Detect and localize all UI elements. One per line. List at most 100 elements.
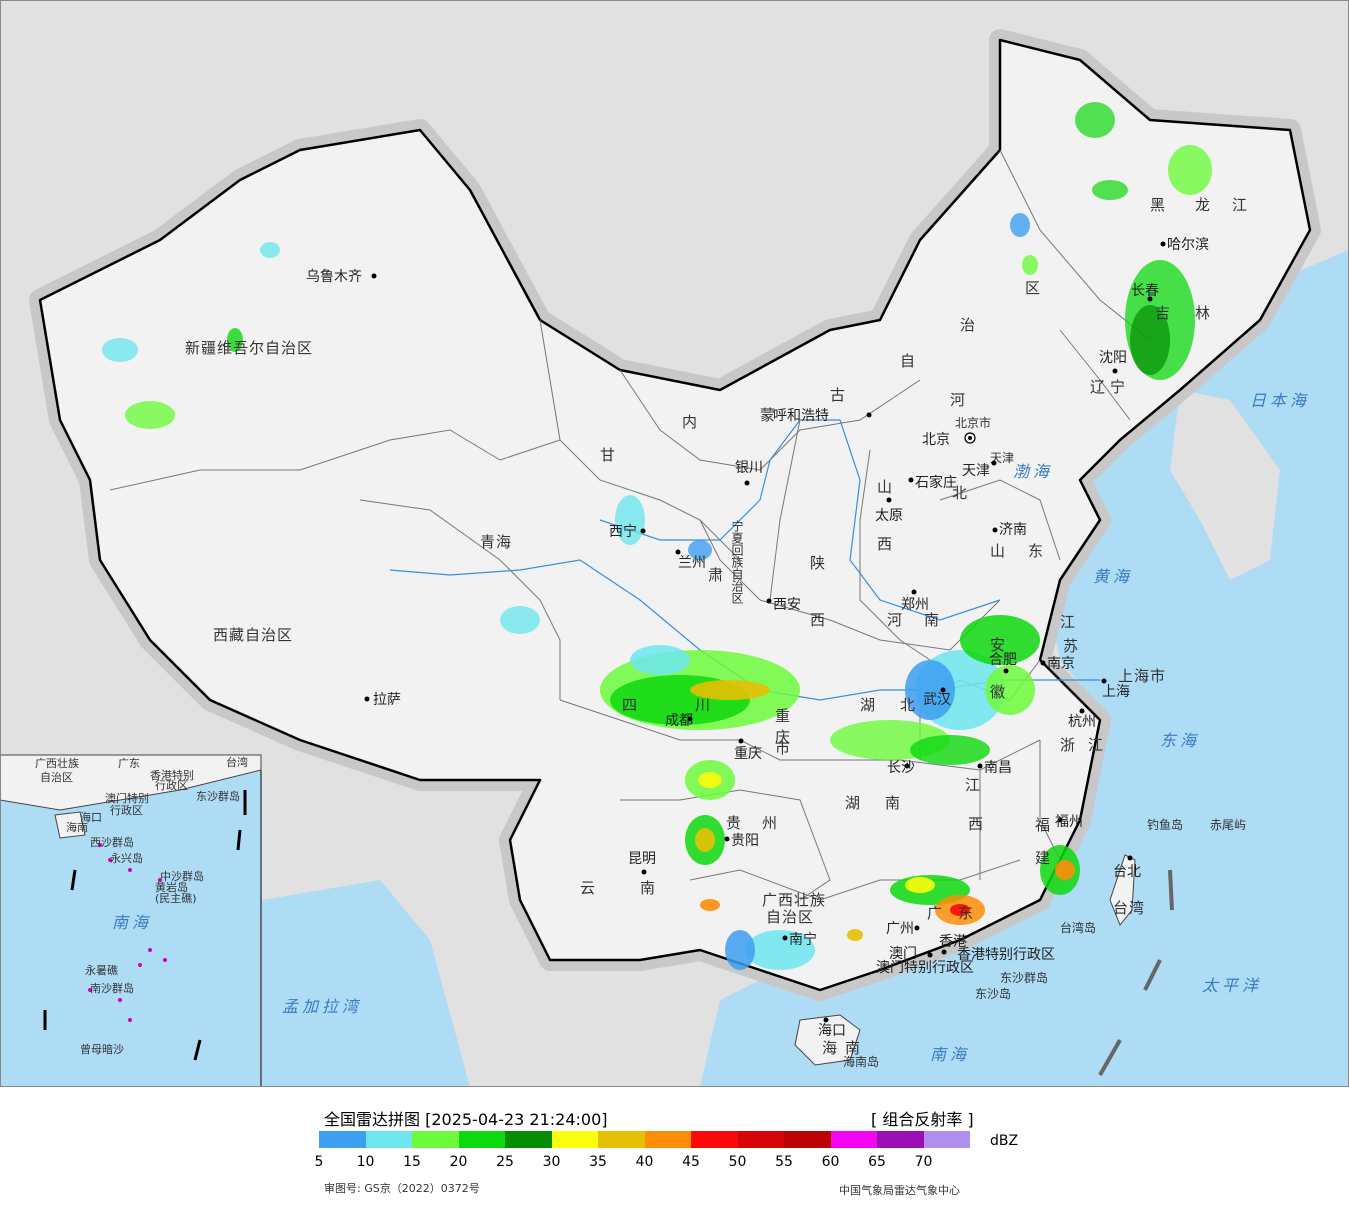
label-hui: 徽 <box>990 683 1006 701</box>
city-shenyang[interactable]: 沈阳 <box>1099 350 1127 374</box>
color-scale-bar <box>319 1131 970 1148</box>
label-bei-hebei: 北 <box>952 484 968 502</box>
city-jinan[interactable]: 济南 <box>992 522 1028 538</box>
scale-tick-label: 10 <box>356 1154 375 1170</box>
city-hefei[interactable]: 合肥 <box>989 652 1017 674</box>
svg-text:天津: 天津 <box>962 463 990 479</box>
city-taipei[interactable]: 台北 <box>1113 855 1141 881</box>
svg-text:黄岩岛: 黄岩岛 <box>155 880 188 894</box>
radar-map[interactable]: 新疆维吾尔自治区 西藏自治区 青海 甘 肃 内 蒙 古 自 治 区 黑 龙 江 … <box>0 0 1349 1088</box>
svg-text:香港特别: 香港特别 <box>150 768 194 782</box>
city-hohhot[interactable]: 呼和浩特 <box>773 408 872 424</box>
city-shanghai[interactable]: 上海 <box>1101 678 1131 701</box>
city-wuhan[interactable]: 武汉 <box>923 687 951 709</box>
city-changsha[interactable]: 长沙 <box>887 760 915 776</box>
city-xining[interactable]: 西宁 <box>609 523 646 540</box>
city-zhengzhou[interactable]: 郑州 <box>901 589 929 614</box>
legend-panel: 全国雷达拼图 [2025-04-23 21:24:00] [ 组合反射率 ] 5… <box>0 1088 1349 1208</box>
label-hainan-island: 海南岛 <box>843 1054 879 1069</box>
label-nan-hainan: 南 <box>845 1039 861 1057</box>
city-nanchang[interactable]: 南昌 <box>977 760 1013 776</box>
svg-text:东沙群岛: 东沙群岛 <box>196 789 240 803</box>
city-chengdu[interactable]: 成都 <box>665 713 693 729</box>
city-changchun[interactable]: 长春 <box>1131 283 1159 302</box>
city-haikou[interactable]: 海口 <box>818 1017 846 1040</box>
city-macau[interactable]: 澳门 <box>889 946 933 962</box>
label-jiang-hlj: 江 <box>1232 196 1248 214</box>
color-swatch <box>505 1131 552 1148</box>
label-chong: 重 <box>775 707 791 725</box>
province-labels: 新疆维吾尔自治区 西藏自治区 青海 甘 肃 内 蒙 古 自 治 区 黑 龙 江 … <box>185 196 1248 1057</box>
label-ning: 宁 <box>1110 378 1126 396</box>
label-qing: 庆 <box>775 728 791 746</box>
svg-text:成都: 成都 <box>665 713 693 729</box>
svg-text:广东: 广东 <box>118 757 140 770</box>
color-swatch <box>644 1131 691 1148</box>
svg-text:昆明: 昆明 <box>628 851 656 867</box>
scale-tick-label: 50 <box>728 1154 747 1170</box>
svg-text:乌鲁木齐: 乌鲁木齐 <box>306 269 362 285</box>
label-jian: 建 <box>1035 849 1051 867</box>
city-hangzhou[interactable]: 杭州 <box>1068 708 1096 731</box>
taiwan-island <box>1109 854 1136 926</box>
svg-text:石家庄: 石家庄 <box>915 474 957 491</box>
city-lanzhou[interactable]: 兰州 <box>675 549 707 572</box>
svg-text:西沙群岛: 西沙群岛 <box>90 835 134 849</box>
label-an: 安 <box>990 636 1006 654</box>
svg-text:沈阳: 沈阳 <box>1099 350 1127 366</box>
scale-tick-label: 45 <box>682 1154 700 1170</box>
city-taiyuan[interactable]: 太原 <box>875 497 903 525</box>
svg-text:南京: 南京 <box>1047 656 1075 672</box>
city-kunming[interactable]: 昆明 <box>628 851 656 875</box>
svg-text:澳门特别: 澳门特别 <box>105 791 149 805</box>
label-taiwan: 台湾 <box>1113 899 1145 917</box>
city-lhasa[interactable]: 拉萨 <box>364 692 402 708</box>
south-china-sea-inset[interactable]: 广西壮族 自治区 广东 香港特别 行政区 澳门特别 行政区 台湾 东沙群岛 海口… <box>0 754 262 1088</box>
label-tianjin-prov: 天津 <box>990 451 1014 465</box>
city-nanjing[interactable]: 南京 <box>1040 656 1076 672</box>
label-gan: 甘 <box>600 446 616 464</box>
city-chongqing[interactable]: 重庆 <box>734 738 762 763</box>
label-ji: 吉 <box>1155 304 1171 322</box>
color-swatch <box>551 1131 598 1148</box>
label-taiwan-island: 台湾岛 <box>1060 920 1096 935</box>
label-dong-shandong: 东 <box>1028 542 1044 560</box>
label-dongsha-qundao: 东沙群岛 <box>1000 970 1048 985</box>
svg-text:行政区: 行政区 <box>110 803 143 817</box>
label-dong-guangdong: 东 <box>958 904 974 922</box>
svg-text:西安: 西安 <box>773 597 801 613</box>
svg-text:西宁: 西宁 <box>609 523 637 540</box>
city-yinchuan[interactable]: 银川 <box>735 460 763 486</box>
label-bohai: 渤海 <box>1013 462 1053 481</box>
label-guangxi-zizhiqu: 自治区 <box>766 908 814 926</box>
label-hk-sar: 香港特别行政区 <box>957 947 1055 963</box>
label-nan-yunnan: 南 <box>640 879 656 897</box>
svg-text:台北: 台北 <box>1113 864 1141 880</box>
scale-tick-label: 25 <box>496 1154 514 1170</box>
hainan-island <box>794 1014 861 1066</box>
svg-text:永兴岛: 永兴岛 <box>110 851 143 865</box>
svg-text:南宁: 南宁 <box>789 931 817 948</box>
svg-text:澳门: 澳门 <box>889 946 917 962</box>
label-qinghai: 青海 <box>480 533 512 551</box>
svg-text:南昌: 南昌 <box>984 760 1012 776</box>
city-tianjin[interactable]: 天津 <box>962 460 997 480</box>
city-urumqi[interactable]: 乌鲁木齐 <box>306 269 377 285</box>
city-guangzhou[interactable]: 广州 <box>886 921 920 937</box>
city-fuzhou[interactable]: 福州 <box>1055 814 1083 830</box>
color-swatch <box>319 1131 366 1148</box>
city-xian[interactable]: 西安 <box>766 597 802 613</box>
scale-tick-label: 65 <box>868 1154 886 1170</box>
label-xi-shaanxi: 西 <box>810 611 826 629</box>
city-shijiazhuang[interactable]: 石家庄 <box>908 474 958 491</box>
city-harbin[interactable]: 哈尔滨 <box>1160 237 1210 253</box>
city-hongkong[interactable]: 香港 <box>939 934 967 955</box>
label-zhi: 治 <box>960 316 976 334</box>
city-guiyang[interactable]: 贵阳 <box>724 833 760 849</box>
svg-text:太原: 太原 <box>875 508 903 524</box>
label-xizang: 西藏自治区 <box>213 626 293 644</box>
city-nanning[interactable]: 南宁 <box>782 931 818 948</box>
bay-of-bengal <box>262 880 470 1087</box>
